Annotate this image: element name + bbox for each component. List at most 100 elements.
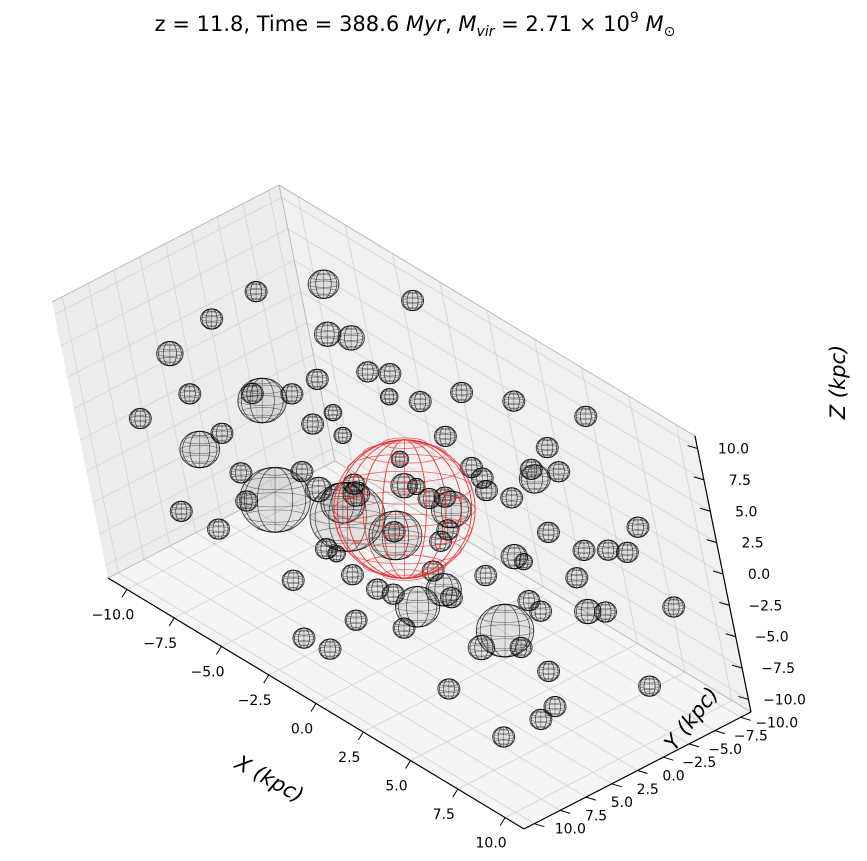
halo-parallel (414, 408, 427, 412)
halo-parallel (130, 421, 151, 426)
halo-parallel (344, 617, 368, 623)
halo-marker (514, 553, 534, 571)
halo-marker (662, 596, 686, 618)
halo-parallel (156, 350, 184, 357)
halo-parallel (244, 509, 306, 523)
halo-parallel (292, 635, 316, 641)
x-tick-mark (357, 731, 364, 741)
halo-parallel (301, 421, 325, 427)
halo-marker (304, 476, 333, 503)
halo-parallel (472, 470, 493, 476)
halo-parallel (475, 488, 498, 494)
x-tick-label: 10.0 (476, 836, 507, 852)
halo-marker (401, 289, 425, 312)
halo-marker (356, 361, 380, 383)
halo-marker (518, 464, 551, 494)
halo-parallel (493, 739, 514, 745)
halo-marker (200, 308, 224, 330)
halo-parallel (306, 431, 319, 435)
grid-line-x-back (533, 338, 591, 616)
halo-parallel (324, 406, 341, 411)
halo-parallel (439, 681, 459, 687)
halo-parallel (517, 598, 541, 604)
halo-parallel (324, 656, 336, 660)
halo-parallel (505, 505, 518, 509)
title-mvir-sub: vir (477, 24, 496, 40)
halo-parallel (189, 462, 210, 468)
halo-parallel (212, 425, 232, 431)
halo-parallel (235, 480, 247, 484)
halo-marker (280, 383, 304, 405)
z-tick-mark (706, 539, 717, 544)
halo-parallel (451, 385, 472, 390)
halo-parallel (350, 627, 362, 631)
halo-parallel (535, 445, 559, 451)
halo-parallel (383, 586, 404, 592)
x-tick-label: −10.0 (91, 607, 134, 623)
halo-parallel (455, 399, 468, 403)
halo-parallel (538, 674, 559, 679)
halo-marker (240, 382, 264, 405)
halo-parallel (431, 505, 472, 514)
halo-marker (333, 426, 353, 444)
halo-parallel (617, 555, 638, 560)
y-tick-label: −10.0 (755, 715, 798, 731)
y-tick-label: 0.0 (662, 769, 684, 785)
halo-parallel (598, 542, 619, 548)
halo-parallel (537, 529, 560, 535)
halo-parallel (526, 489, 543, 494)
halo-parallel (331, 517, 355, 523)
main-halo-parallel (362, 442, 447, 464)
x-axis-label: X (kpc) (230, 750, 308, 808)
grid-line-z-back (306, 322, 724, 575)
halo-parallel (437, 532, 458, 538)
halo-meridian (244, 467, 306, 533)
halo-marker (529, 708, 553, 731)
y-tick-label: −7.5 (734, 729, 768, 745)
halo-parallel (169, 508, 193, 514)
halo-parallel (309, 288, 338, 295)
z-tick-mark (725, 633, 736, 638)
halo-parallel (628, 530, 648, 535)
halo-marker (378, 363, 402, 385)
halo-parallel (515, 563, 532, 568)
halo-parallel (346, 623, 366, 628)
halo-parallel (394, 630, 414, 636)
y-tick-label: 10.0 (555, 822, 586, 838)
halo-marker (638, 675, 662, 697)
halo-meridian (521, 464, 549, 494)
halo-parallel (530, 614, 551, 619)
halo-parallel (626, 524, 650, 530)
halo-parallel (361, 379, 374, 383)
halo-parallel (441, 590, 462, 595)
z-tick-mark (700, 507, 711, 512)
halo-parallel (384, 402, 394, 405)
x-tick-label: 0.0 (291, 722, 313, 738)
grid-line-z-back (281, 197, 698, 449)
halo-parallel (443, 696, 455, 700)
halo-parallel (306, 480, 331, 486)
halo-parallel (402, 293, 423, 298)
halo-parallel (229, 470, 253, 476)
halo-parallel (316, 541, 337, 546)
halo-parallel (417, 495, 441, 502)
y-tick-mark (740, 716, 751, 721)
halo-parallel (594, 609, 617, 615)
halo-marker (368, 510, 423, 561)
halo-marker (536, 521, 560, 543)
grid-line-y-floor (118, 572, 535, 825)
halo-parallel (294, 640, 314, 646)
halo-parallel (315, 325, 340, 331)
title-prefix: z = 11.8, Time = 388.6 (155, 12, 406, 36)
halo-parallel (523, 608, 535, 611)
halo-parallel (433, 496, 469, 505)
halo-parallel (435, 429, 456, 434)
halo-parallel (244, 477, 306, 491)
main-halo-parallel (333, 491, 476, 527)
halo-parallel (598, 553, 619, 558)
halo-parallel (402, 303, 423, 308)
halo-parallel (497, 744, 510, 748)
halo-marker (179, 430, 221, 469)
halo-parallel (392, 625, 416, 631)
halo-parallel (475, 578, 496, 583)
